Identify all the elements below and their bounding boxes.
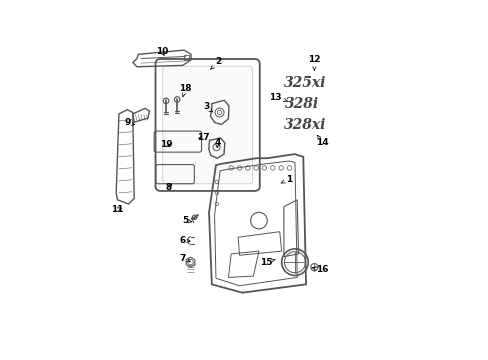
Text: 4: 4 — [214, 139, 220, 148]
Text: 9: 9 — [124, 118, 135, 127]
Text: 10: 10 — [155, 47, 168, 56]
Text: 15: 15 — [259, 258, 274, 267]
Text: 14: 14 — [316, 135, 328, 148]
FancyBboxPatch shape — [163, 66, 252, 184]
Text: 8: 8 — [165, 183, 172, 192]
Text: 1: 1 — [281, 175, 292, 184]
Text: 325xi: 325xi — [283, 76, 325, 90]
Text: 6: 6 — [179, 235, 190, 244]
Text: 16: 16 — [312, 265, 328, 274]
Text: 7: 7 — [179, 253, 190, 262]
Text: 328i: 328i — [284, 97, 318, 111]
Text: 19: 19 — [160, 140, 172, 149]
Text: 12: 12 — [307, 55, 320, 70]
Text: 13: 13 — [269, 93, 287, 102]
Text: 17: 17 — [197, 133, 209, 142]
Text: 18: 18 — [179, 85, 191, 96]
Text: 11: 11 — [111, 205, 123, 214]
Text: 328xi: 328xi — [283, 118, 325, 132]
Text: 3: 3 — [203, 103, 212, 112]
Text: 2: 2 — [210, 57, 222, 69]
Text: 5: 5 — [182, 216, 191, 225]
